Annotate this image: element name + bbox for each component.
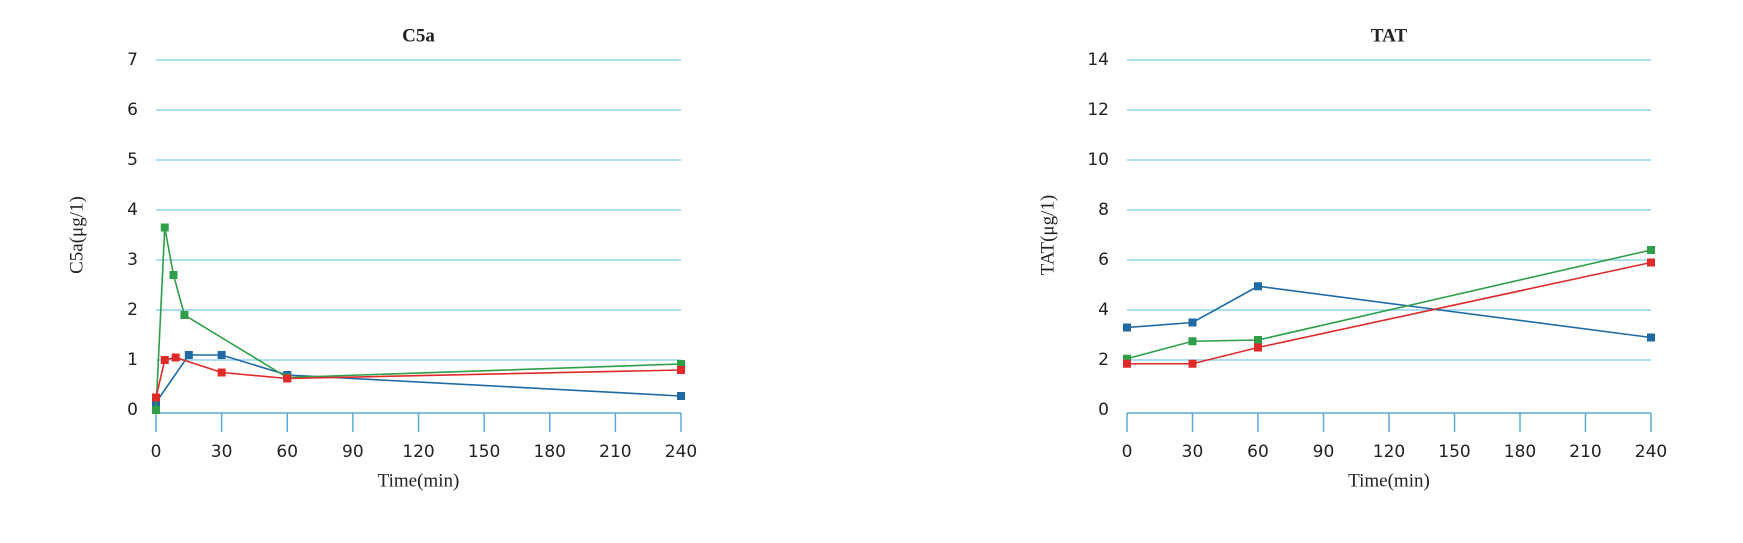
data-point [1254,336,1262,344]
y-tick-label: 1 [127,350,138,370]
x-tick-label: 180 [1504,442,1536,462]
data-point [1647,258,1655,267]
data-point [152,406,160,414]
chart-title: TAT [1371,25,1408,46]
y-tick-label: 10 [1087,150,1109,170]
x-tick-label: 150 [1438,442,1470,462]
data-point [171,353,180,362]
data-point [160,223,169,232]
x-tick-label: 30 [211,442,233,462]
data-point [283,374,292,383]
y-tick-label: 4 [1098,300,1109,320]
x-tick-label: 0 [151,442,162,462]
data-point [1188,318,1197,327]
series-line [155,354,682,403]
chart-title: C5a [402,25,435,46]
x-tick-label: 120 [1373,442,1405,462]
series-line [1126,285,1652,339]
x-tick-label: 60 [276,442,298,462]
y-tick-label: 7 [127,50,138,70]
x-tick-label: 150 [468,442,500,462]
x-tick-label: 90 [1313,442,1335,462]
data-point [1123,354,1131,363]
data-point [152,393,160,402]
x-tick-label: 60 [1247,442,1269,462]
y-tick-label: 12 [1087,100,1109,120]
y-tick-label: 0 [1098,400,1109,420]
x-tick-label: 90 [342,442,364,462]
series-line [155,227,682,411]
y-tick-label: 6 [127,100,138,120]
y-tick-label: 8 [1098,200,1109,220]
series-line [1127,261,1652,365]
x-tick-label: 240 [665,442,697,462]
y-axis-label: C5a(μg/1) [66,196,87,274]
data-point [677,360,685,368]
data-point [1123,359,1131,368]
y-tick-label: 6 [1098,250,1109,270]
x-axis-label: Time(min) [378,470,460,491]
x-tick-label: 210 [1569,442,1601,462]
data-point [677,392,685,400]
series-line [1126,249,1652,360]
data-point [160,356,169,364]
series-line [155,356,682,398]
y-tick-label: 2 [127,300,138,320]
data-point [1188,337,1197,346]
y-tick-label: 4 [127,200,138,220]
data-point [677,366,685,374]
y-tick-label: 5 [127,150,138,170]
data-point [1647,333,1655,342]
data-point [217,368,226,377]
y-tick-label: 3 [127,250,138,270]
y-axis-label: TAT(μg/1) [1037,195,1058,275]
x-tick-label: 180 [534,442,566,462]
data-point [1254,343,1262,352]
data-point [1647,246,1655,254]
x-tick-label: 0 [1122,442,1133,462]
x-tick-label: 210 [599,442,631,462]
data-point [217,351,226,359]
x-axis-label: Time(min) [1348,470,1430,491]
x-tick-label: 30 [1182,442,1204,462]
data-point [1123,323,1131,332]
data-point [1188,359,1197,368]
data-point [169,271,178,279]
x-tick-label: 120 [402,442,434,462]
y-tick-label: 2 [1098,350,1109,370]
data-point [180,311,189,319]
y-tick-label: 0 [127,400,138,420]
x-tick-label: 240 [1635,442,1667,462]
data-point [1254,282,1262,291]
y-tick-label: 14 [1087,50,1109,70]
data-point [184,351,193,359]
